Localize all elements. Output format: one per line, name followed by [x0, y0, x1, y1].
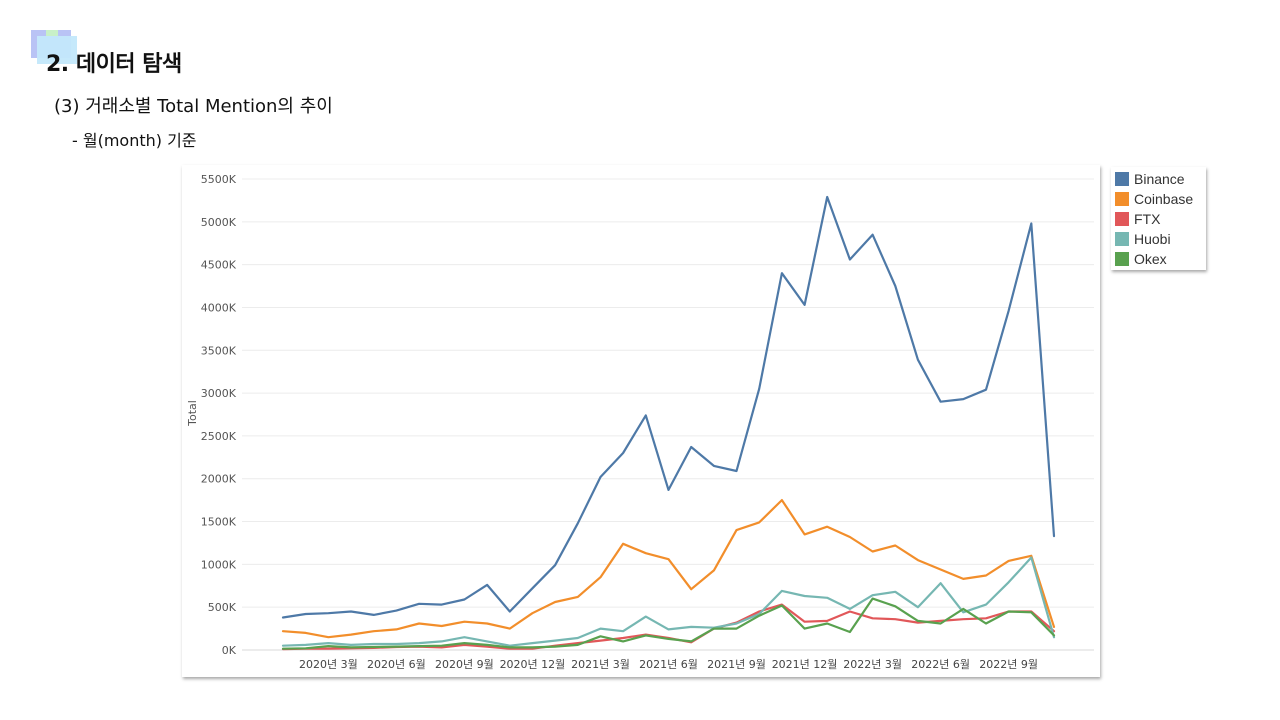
- series-line-ftx: [281, 603, 1056, 651]
- y-tick-label: 5500K: [201, 173, 237, 186]
- legend-swatch: [1115, 192, 1129, 206]
- series-line-coinbase: [281, 499, 1056, 639]
- title-decoration-accent: [46, 30, 58, 36]
- x-tick-label: 2020년 12월: [500, 658, 566, 671]
- y-tick-label: 4000K: [201, 301, 237, 314]
- x-tick-label: 2020년 3월: [299, 658, 358, 671]
- legend-label: Coinbase: [1134, 191, 1194, 207]
- y-tick-label: 3500K: [201, 344, 237, 357]
- legend-swatch: [1115, 232, 1129, 246]
- y-tick-label: 1500K: [201, 516, 237, 529]
- section-subtitle: (3) 거래소별 Total Mention의 추이: [54, 96, 333, 117]
- series-line-huobi: [281, 556, 1056, 647]
- x-tick-label: 2021년 9월: [707, 658, 766, 671]
- page-title: 2. 데이터 탐색: [46, 52, 182, 77]
- legend-item-binance: Binance: [1115, 171, 1185, 187]
- x-tick-label: 2022년 9월: [979, 658, 1038, 671]
- legend-label: Binance: [1134, 171, 1185, 187]
- series-line-okex: [281, 597, 1056, 650]
- x-tick-label: 2022년 3월: [843, 658, 902, 671]
- y-tick-label: 2000K: [201, 473, 237, 486]
- legend-item-huobi: Huobi: [1115, 231, 1171, 247]
- line-chart: 0K 500K 1000K 1500K 2000K 2500K 3000K 3500K 4000…: [186, 173, 1094, 671]
- y-tick-label: 5000K: [201, 216, 237, 229]
- y-tick-label: 4500K: [201, 259, 237, 272]
- legend-label: FTX: [1134, 211, 1161, 227]
- legend-item-okex: Okex: [1115, 251, 1167, 267]
- chart-panel: 0K 500K 1000K 1500K 2000K 2500K 3000K 3500K 4000…: [182, 165, 1100, 677]
- x-tick-label: 2021년 3월: [571, 658, 630, 671]
- legend-swatch: [1115, 252, 1129, 266]
- y-tick-label: 3000K: [201, 387, 237, 400]
- y-tick-label: 0K: [222, 644, 237, 657]
- series-line-binance: [281, 195, 1056, 619]
- title-decoration-overlay: [37, 36, 77, 64]
- y-axis-label: Total: [186, 400, 199, 427]
- y-tick-label: 1000K: [201, 558, 237, 571]
- legend-swatch: [1115, 212, 1129, 226]
- x-tick-label: 2020년 9월: [435, 658, 494, 671]
- legend-item-coinbase: Coinbase: [1115, 191, 1193, 207]
- section-note: - 월(month) 기준: [72, 131, 197, 150]
- legend-label: Huobi: [1134, 231, 1171, 247]
- x-tick-label: 2020년 6월: [367, 658, 426, 671]
- legend-swatch: [1115, 172, 1129, 186]
- x-tick-label: 2021년 6월: [639, 658, 698, 671]
- legend-label: Okex: [1134, 251, 1167, 267]
- chart-legend: Binance Coinbase FTX Huobi Okex: [1111, 167, 1206, 270]
- y-tick-label: 500K: [208, 601, 237, 614]
- x-tick-label: 2022년 6월: [911, 658, 970, 671]
- legend-item-ftx: FTX: [1115, 211, 1160, 227]
- x-tick-label: 2021년 12월: [772, 658, 838, 671]
- y-tick-label: 2500K: [201, 430, 237, 443]
